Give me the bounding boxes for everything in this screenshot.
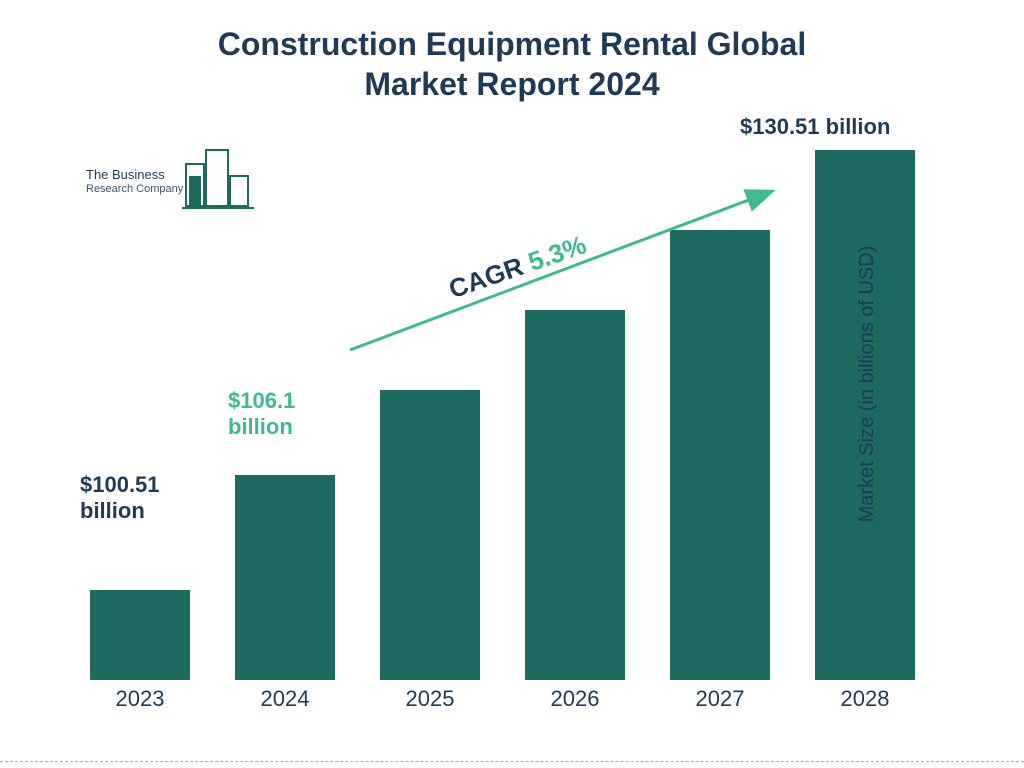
x-label-2025: 2025 bbox=[370, 686, 490, 712]
value-2023-unit: billion bbox=[80, 498, 145, 523]
bottom-divider bbox=[0, 761, 1024, 762]
bar-2026 bbox=[525, 310, 625, 680]
value-2023-amount: $100.51 bbox=[80, 472, 160, 497]
x-axis-labels: 2023 2024 2025 2026 2027 2028 bbox=[70, 686, 940, 720]
value-2024-unit: billion bbox=[228, 414, 293, 439]
chart-title: Construction Equipment Rental Global Mar… bbox=[0, 24, 1024, 104]
bar-2023 bbox=[90, 590, 190, 680]
x-label-2026: 2026 bbox=[515, 686, 635, 712]
growth-arrow-icon bbox=[340, 180, 780, 360]
value-label-2024: $106.1 billion bbox=[228, 388, 295, 441]
y-axis-label: Market Size (in billions of USD) bbox=[856, 246, 879, 523]
bar-2025 bbox=[380, 390, 480, 680]
x-label-2023: 2023 bbox=[80, 686, 200, 712]
x-label-2028: 2028 bbox=[805, 686, 925, 712]
cagr-annotation: CAGR 5.3% bbox=[340, 180, 780, 360]
value-2024-amount: $106.1 bbox=[228, 388, 295, 413]
bar-slot-2023 bbox=[80, 120, 200, 680]
title-line2: Market Report 2024 bbox=[364, 66, 659, 102]
bar-2024 bbox=[235, 475, 335, 680]
x-label-2024: 2024 bbox=[225, 686, 345, 712]
value-label-2023: $100.51 billion bbox=[80, 472, 160, 525]
title-line1: Construction Equipment Rental Global bbox=[218, 26, 806, 62]
value-2028-amount: $130.51 billion bbox=[740, 114, 890, 139]
value-label-2028: $130.51 billion bbox=[740, 114, 890, 140]
x-label-2027: 2027 bbox=[660, 686, 780, 712]
